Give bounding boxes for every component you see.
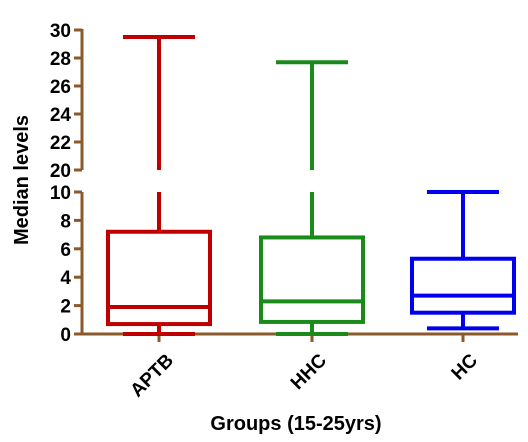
y-tick-label: 6 [60, 240, 71, 261]
y-tick-label: 22 [50, 133, 71, 154]
x-tick-label: APTB [127, 350, 178, 401]
box-aptb [106, 35, 212, 336]
x-tick-label: HHC [287, 350, 331, 394]
y-tick-label: 20 [50, 161, 71, 182]
y-tick-label: 4 [60, 268, 71, 289]
iqr-box [410, 256, 516, 315]
y-tick-label: 28 [50, 49, 71, 70]
box-plot-series [106, 35, 516, 336]
y-tick-label: 10 [50, 183, 71, 204]
y-tick-label: 2 [60, 297, 71, 318]
box-hc [410, 190, 516, 331]
y-tick-label: 30 [50, 21, 71, 42]
x-axis-label: Groups (15-25yrs) [210, 413, 381, 435]
y-tick-label: 8 [60, 211, 71, 232]
iqr-box [259, 235, 365, 324]
y-tick-label: 26 [50, 77, 71, 98]
box-hhc [259, 60, 365, 336]
y-tick-label: 0 [60, 325, 71, 346]
y-axis-label: Median levels [11, 115, 33, 245]
iqr-box [106, 229, 212, 327]
x-tick-label: HC [448, 350, 482, 384]
y-tick-label: 24 [50, 105, 72, 126]
